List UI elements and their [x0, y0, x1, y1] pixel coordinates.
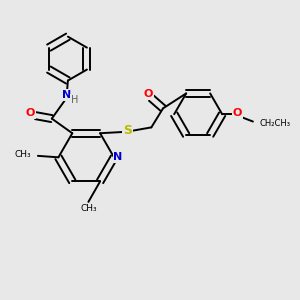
- Text: H: H: [71, 94, 78, 105]
- Text: CH₃: CH₃: [80, 204, 97, 213]
- Text: N: N: [62, 90, 71, 100]
- Text: O: O: [233, 108, 242, 118]
- Text: N: N: [113, 152, 123, 162]
- Text: O: O: [144, 89, 153, 99]
- Text: S: S: [123, 124, 132, 137]
- Text: CH₃: CH₃: [15, 151, 32, 160]
- Text: O: O: [26, 108, 35, 118]
- Text: CH₂CH₃: CH₂CH₃: [259, 119, 290, 128]
